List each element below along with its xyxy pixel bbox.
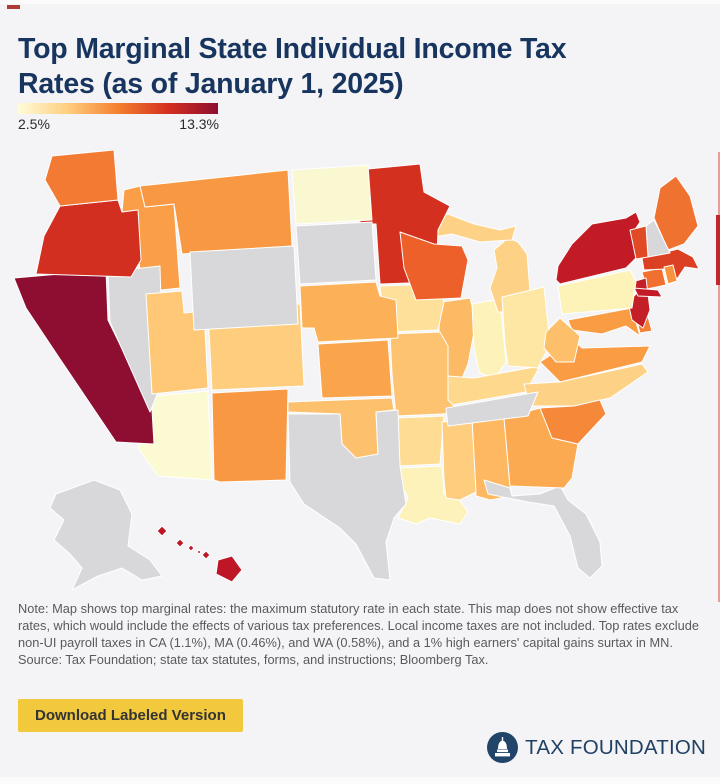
state-PA[interactable]: Pennsylvania — 3.07%	[557, 269, 637, 315]
state-WA[interactable]: Washington — 7%	[44, 150, 119, 207]
state-WY[interactable]: Wyoming — no broad-based income tax	[189, 245, 299, 331]
state-WI[interactable]: Wisconsin — 7.65%	[399, 231, 469, 301]
state-HI[interactable]: Hawaii — 11%	[187, 544, 195, 552]
state-HI[interactable]: Hawaii — 11%	[196, 549, 202, 555]
legend-max-label: 13.3%	[179, 116, 219, 132]
state-VT[interactable]: Vermont — 8.75%	[629, 225, 649, 260]
state-NY[interactable]: New York — 10.9%	[555, 211, 641, 285]
state-MI[interactable]: Michigan — 4.25%	[419, 213, 517, 243]
legend-labels: 2.5% 13.3%	[18, 116, 219, 132]
state-TN[interactable]: Tennessee — no broad-based income tax	[445, 391, 539, 427]
state-WV[interactable]: West Virginia — 4.82%	[543, 317, 581, 363]
state-AR[interactable]: Arkansas — 3.9%	[395, 415, 445, 467]
state-FL[interactable]: Florida — no broad-based income tax	[483, 479, 603, 579]
top-edge-strip	[0, 0, 720, 4]
state-RI[interactable]: Rhode Island — 5.99%	[663, 264, 678, 285]
state-OR[interactable]: Oregon — 9.9%	[35, 199, 142, 278]
state-HI[interactable]: Hawaii — 11%	[175, 538, 185, 548]
state-CA[interactable]: California — 13.3%	[13, 269, 155, 445]
note-text: Note: Map shows top marginal rates: the …	[18, 601, 699, 650]
state-SC[interactable]: South Carolina — 6.2%	[539, 399, 607, 445]
state-NY[interactable]: New York — 10.9%	[633, 287, 663, 298]
state-MA[interactable]: Massachusetts — 9%	[641, 248, 700, 280]
states-layer: Alabama — 5%Alaska — no broad-based inco…	[13, 150, 700, 591]
logo-text: TAX FOUNDATION	[525, 735, 706, 759]
state-SD[interactable]: South Dakota — no broad-based income tax	[295, 221, 377, 285]
download-labeled-version-button[interactable]: Download Labeled Version	[18, 699, 243, 732]
right-edge-dark-segment-artifact	[716, 215, 720, 285]
top-left-red-dash-artifact	[7, 5, 20, 9]
state-HI[interactable]: Hawaii — 11%	[201, 550, 211, 560]
bottom-edge-strip	[0, 777, 720, 784]
state-MS[interactable]: Mississippi — 4.4%	[441, 419, 477, 501]
right-edge-line-artifact	[718, 152, 720, 602]
state-AK[interactable]: Alaska — no broad-based income tax	[49, 479, 163, 591]
state-ND[interactable]: North Dakota — 2.5%	[291, 164, 373, 225]
state-KS[interactable]: Kansas — 5.58%	[317, 339, 393, 399]
page-title: Top Marginal State Individual Income Tax…	[18, 33, 567, 101]
state-OH[interactable]: Ohio — 3.5%	[501, 286, 551, 369]
state-ME[interactable]: Maine — 7.15%	[653, 175, 699, 251]
capitol-dome-icon	[487, 732, 519, 763]
state-HI[interactable]: Hawaii — 11%	[215, 555, 243, 583]
state-LA[interactable]: Louisiana — 3%	[397, 465, 469, 525]
us-choropleth-map: Alabama — 5%Alaska — no broad-based inco…	[13, 150, 700, 591]
color-scale-gradient-bar	[18, 103, 218, 114]
state-NE[interactable]: Nebraska — 5.2%	[299, 281, 399, 343]
legend-min-label: 2.5%	[18, 116, 50, 132]
state-MT[interactable]: Montana — 5.9%	[139, 169, 293, 255]
state-NM[interactable]: New Mexico — 5.9%	[211, 388, 289, 483]
source-text: Source: Tax Foundation; state tax statut…	[18, 652, 489, 667]
tax-foundation-logo: TAX FOUNDATION	[487, 732, 706, 763]
state-HI[interactable]: Hawaii — 11%	[156, 525, 168, 537]
state-TX[interactable]: Texas — no broad-based income tax	[287, 409, 407, 581]
note-block: Note: Map shows top marginal rates: the …	[18, 600, 712, 668]
